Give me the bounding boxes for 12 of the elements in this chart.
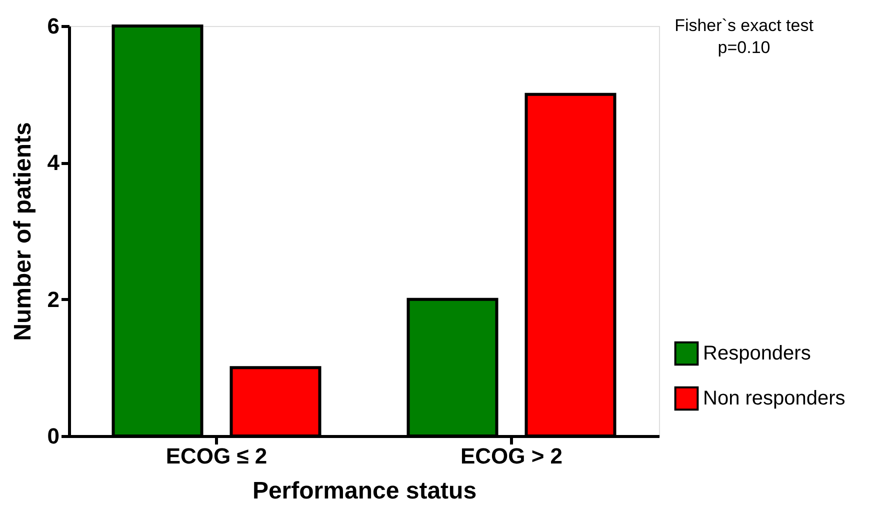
legend-label: Non responders bbox=[703, 388, 846, 410]
y-tick-label: 6 bbox=[47, 14, 60, 38]
x-tick-label: ECOG ≤ 2 bbox=[166, 444, 268, 468]
y-tick-label: 4 bbox=[47, 150, 60, 176]
x-tick-label: ECOG > 2 bbox=[460, 444, 563, 468]
text: Fisher`s exact test bbox=[674, 16, 814, 35]
text: p=0.10 bbox=[718, 38, 770, 57]
x-axis-title: Performance status bbox=[252, 478, 477, 504]
y-tick-label: 2 bbox=[47, 286, 60, 312]
y-axis-title: Number of patients bbox=[9, 122, 36, 341]
y-tick-label: 0 bbox=[47, 424, 60, 448]
legend-label: Responders bbox=[703, 342, 811, 364]
